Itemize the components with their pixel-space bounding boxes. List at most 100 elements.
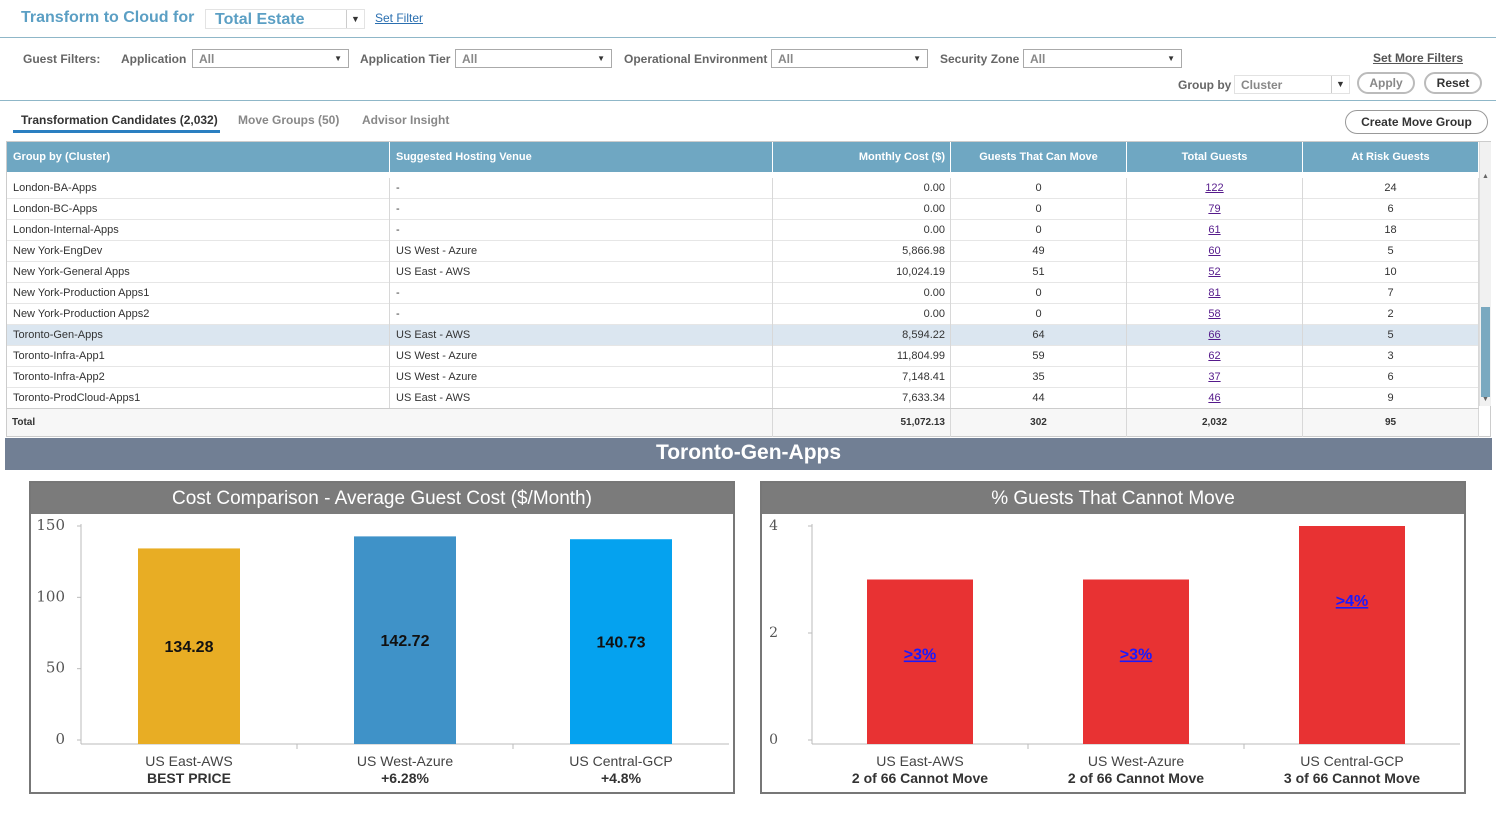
- cell-hosting-venue: US West - Azure: [390, 346, 773, 367]
- application-label: Application: [121, 52, 187, 66]
- cell-at-risk: 5: [1303, 241, 1479, 262]
- cell-monthly-cost: 0.00: [773, 220, 951, 241]
- table-row[interactable]: London-BC-Apps -0.00 0 79 6: [7, 199, 1479, 220]
- create-move-group-button[interactable]: Create Move Group: [1345, 110, 1488, 134]
- total-guests-link[interactable]: 37: [1208, 371, 1221, 383]
- total-guests-link[interactable]: 46: [1208, 392, 1221, 404]
- table-row[interactable]: Toronto-ProdCloud-Apps1 US East - AWS 7,63…: [7, 388, 1479, 409]
- column-header-cost[interactable]: Monthly Cost ($): [773, 142, 951, 172]
- cell-hosting-venue: US East - AWS: [390, 325, 773, 346]
- column-header-name[interactable]: Group by (Cluster): [7, 142, 390, 172]
- set-more-filters-link[interactable]: Set More Filters: [1372, 51, 1463, 65]
- bar: [138, 548, 240, 744]
- table-row[interactable]: Toronto-Gen-Apps US East - AWS 8,594.22 64 6…: [7, 325, 1479, 346]
- x-sublabel: BEST PRICE: [147, 770, 231, 786]
- estate-dropdown-value: Total Estate: [215, 11, 305, 28]
- cell-cluster-name: Toronto-Infra-App1: [7, 346, 390, 367]
- column-header-can-move[interactable]: Guests That Can Move: [951, 142, 1127, 172]
- operational-environment-select-value: All: [778, 52, 794, 66]
- apply-button[interactable]: Apply: [1357, 72, 1415, 94]
- table-row[interactable]: New York-General Apps US East - AWS 10,024…: [7, 262, 1479, 283]
- x-sublabel: 2 of 66 Cannot Move: [1068, 770, 1204, 786]
- candidates-table: Group by (Cluster) Suggested Hosting Ven…: [6, 141, 1491, 437]
- table-total-row: Total 51,072.13 302 2,032 95: [7, 408, 1479, 437]
- operational-environment-select[interactable]: All ▼: [771, 49, 928, 68]
- total-guests-link[interactable]: 60: [1208, 245, 1221, 257]
- cell-monthly-cost: 7,633.34: [773, 388, 951, 409]
- cell-at-risk: 24: [1303, 178, 1479, 199]
- x-category-label: US Central-GCP: [1300, 753, 1403, 769]
- column-header-at-risk[interactable]: At Risk Guests: [1303, 142, 1479, 172]
- chevron-down-icon[interactable]: ▼: [346, 10, 364, 28]
- column-header-total-guests[interactable]: Total Guests: [1127, 142, 1303, 172]
- cell-total-guests: 62: [1127, 346, 1303, 367]
- bar[interactable]: [1083, 579, 1189, 745]
- cell-at-risk: 6: [1303, 199, 1479, 220]
- total-guests-link[interactable]: 61: [1208, 224, 1221, 236]
- bar-value-label[interactable]: >3%: [1120, 647, 1152, 664]
- tab-move-groups[interactable]: Move Groups (50): [238, 113, 340, 127]
- total-guests-link[interactable]: 81: [1208, 287, 1221, 299]
- table-scrollbar[interactable]: ▲ ▼: [1479, 142, 1491, 406]
- cell-at-risk: 7: [1303, 283, 1479, 304]
- application-tier-select[interactable]: All ▼: [455, 49, 612, 68]
- cell-can-move: 0: [951, 304, 1127, 325]
- total-guests-link[interactable]: 66: [1208, 329, 1221, 341]
- cell-total-guests: 46: [1127, 388, 1303, 409]
- bar-value-label[interactable]: >4%: [1336, 593, 1368, 610]
- table-row[interactable]: New York-Production Apps2-0.00 0 58 2: [7, 304, 1479, 325]
- page-title: Transform to Cloud for: [21, 9, 195, 26]
- cannot-move-chart: % Guests That Cannot Move 0 2 4 >3% US East-…: [760, 481, 1466, 794]
- chevron-down-icon: ▼: [334, 54, 342, 63]
- cost-chart-title: Cost Comparison - Average Guest Cost ($/…: [31, 483, 733, 514]
- cell-monthly-cost: 0.00: [773, 178, 951, 199]
- active-tab-indicator: [13, 130, 220, 133]
- reset-button[interactable]: Reset: [1424, 72, 1482, 94]
- cell-total-guests: 58: [1127, 304, 1303, 325]
- cell-total-guests: 60: [1127, 241, 1303, 262]
- group-by-select-value: Cluster: [1241, 78, 1283, 92]
- table-row[interactable]: Toronto-Infra-App2 US West - Azure 7,148.4…: [7, 367, 1479, 388]
- application-select[interactable]: All ▼: [192, 49, 349, 68]
- bar[interactable]: [867, 579, 973, 745]
- cell-hosting-venue: -: [390, 199, 773, 220]
- table-row[interactable]: London-BA-Apps -0.00 0 122 24: [7, 178, 1479, 199]
- security-zone-select[interactable]: All ▼: [1023, 49, 1182, 68]
- scroll-down-icon[interactable]: ▼: [1482, 396, 1489, 403]
- y-tick-label: 150: [36, 516, 65, 534]
- filter-bar: Guest Filters: Application All ▼ Applica…: [0, 39, 1496, 101]
- total-guests-link[interactable]: 79: [1208, 203, 1221, 215]
- scroll-up-icon[interactable]: ▲: [1482, 173, 1489, 180]
- estate-dropdown[interactable]: Total Estate ▼: [205, 9, 365, 29]
- table-row[interactable]: Toronto-Infra-App1 US West - Azure 11,804.…: [7, 346, 1479, 367]
- total-guests-link[interactable]: 58: [1208, 308, 1221, 320]
- set-filter-link[interactable]: Set Filter: [375, 11, 424, 25]
- table-row[interactable]: London-Internal-Apps -0.00 0 61 18: [7, 220, 1479, 241]
- cell-cluster-name: London-BA-Apps: [7, 178, 390, 199]
- bar-value-label[interactable]: >3%: [904, 647, 936, 664]
- cell-total-guests: 61: [1127, 220, 1303, 241]
- scroll-thumb[interactable]: [1481, 307, 1490, 397]
- cell-total-guests: 79: [1127, 199, 1303, 220]
- total-guests-link[interactable]: 122: [1205, 182, 1224, 194]
- cell-cluster-name: Toronto-Infra-App2: [7, 367, 390, 388]
- tab-transformation-candidates[interactable]: Transformation Candidates (2,032): [21, 113, 218, 127]
- bar[interactable]: [1299, 526, 1405, 744]
- cell-can-move: 44: [951, 388, 1127, 409]
- chevron-down-icon[interactable]: ▼: [1331, 76, 1349, 93]
- cell-can-move: 49: [951, 241, 1127, 262]
- total-can-move: 302: [951, 409, 1127, 437]
- x-category-label: US East-AWS: [876, 753, 963, 769]
- column-header-venue[interactable]: Suggested Hosting Venue: [390, 142, 773, 172]
- table-row[interactable]: New York-EngDev US West - Azure 5,866.98 49…: [7, 241, 1479, 262]
- cell-hosting-venue: US East - AWS: [390, 262, 773, 283]
- table-row[interactable]: New York-Production Apps1-0.00 0 81 7: [7, 283, 1479, 304]
- group-by-select[interactable]: Cluster ▼: [1234, 75, 1350, 94]
- cell-can-move: 0: [951, 199, 1127, 220]
- tab-advisor-insight[interactable]: Advisor Insight: [362, 113, 450, 127]
- cell-cluster-name: New York-EngDev: [7, 241, 390, 262]
- total-guests-link[interactable]: 62: [1208, 350, 1221, 362]
- total-guests-link[interactable]: 52: [1208, 266, 1221, 278]
- x-category-label: US Central-GCP: [569, 753, 672, 769]
